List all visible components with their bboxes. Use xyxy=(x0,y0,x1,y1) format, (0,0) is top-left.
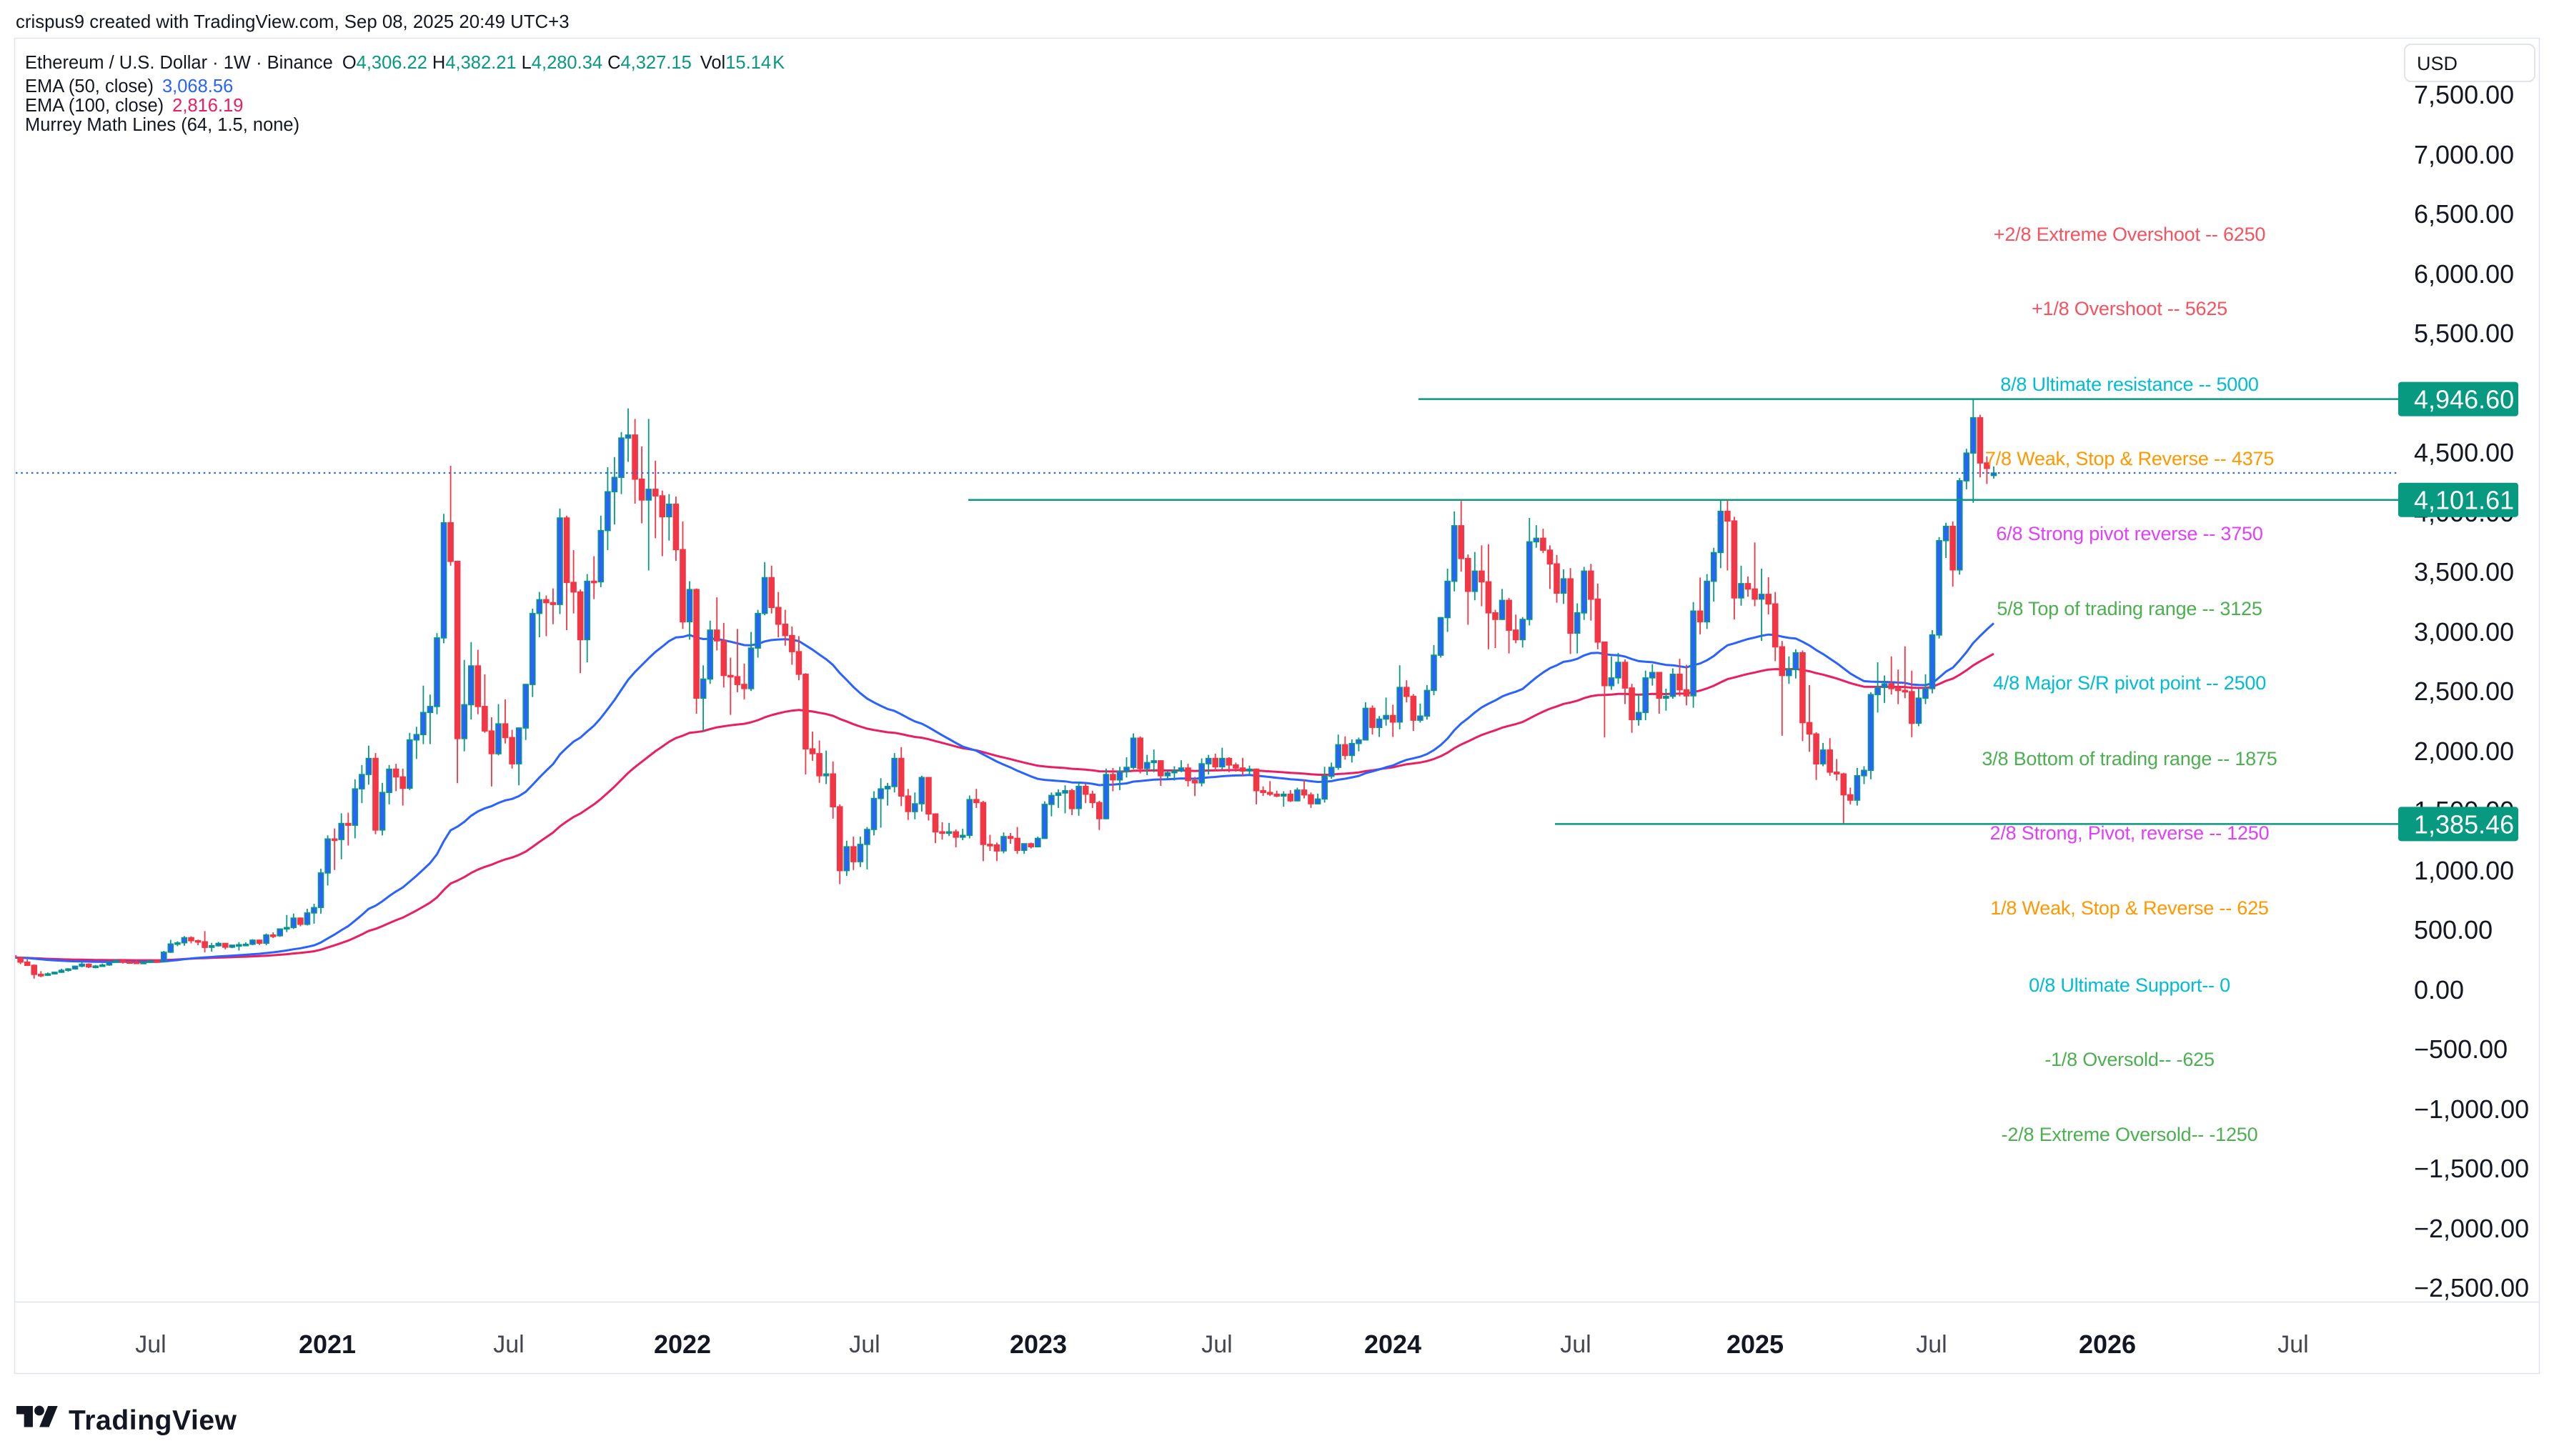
svg-text:4,500.00: 4,500.00 xyxy=(2414,438,2514,467)
svg-text:2021: 2021 xyxy=(299,1330,356,1359)
svg-text:0/8 Ultimate Support-- 0: 0/8 Ultimate Support-- 0 xyxy=(2029,974,2230,996)
svg-text:7,000.00: 7,000.00 xyxy=(2414,140,2514,169)
svg-text:Murrey Math Lines (64, 1.5, no: Murrey Math Lines (64, 1.5, none) xyxy=(25,115,299,135)
svg-text:1/8 Weak, Stop & Reverse -- 6: 1/8 Weak, Stop & Reverse -- 625 xyxy=(1990,897,2269,919)
svg-text:2024: 2024 xyxy=(1364,1330,1421,1359)
svg-text:EMA (100, close)2,816.19: EMA (100, close) 2,816.19 xyxy=(25,96,243,116)
svg-text:TradingView: TradingView xyxy=(69,1405,237,1436)
svg-text:5,500.00: 5,500.00 xyxy=(2414,319,2514,348)
svg-text:Jul: Jul xyxy=(1560,1331,1591,1358)
svg-text:Jul: Jul xyxy=(1916,1331,1947,1358)
svg-text:4,946.60: 4,946.60 xyxy=(2414,385,2514,414)
svg-text:Ethereum / U.S. Dollar · 1W ·: Ethereum / U.S. Dollar · 1W · Binance O4,… xyxy=(25,53,785,73)
svg-text:−1,000.00: −1,000.00 xyxy=(2414,1095,2529,1124)
svg-text:Jul: Jul xyxy=(2277,1331,2308,1358)
svg-text:2023: 2023 xyxy=(1010,1330,1067,1359)
svg-text:7/8 Weak, Stop & Reverse -- 4: 7/8 Weak, Stop & Reverse -- 4375 xyxy=(1985,448,2274,469)
svg-text:3,500.00: 3,500.00 xyxy=(2414,557,2514,587)
svg-text:6/8 Strong pivot reverse -- 3: 6/8 Strong pivot reverse -- 3750 xyxy=(1996,523,2262,544)
svg-text:2022: 2022 xyxy=(654,1330,711,1359)
svg-text:2,500.00: 2,500.00 xyxy=(2414,677,2514,706)
svg-text:1,000.00: 1,000.00 xyxy=(2414,856,2514,885)
svg-text:−2,500.00: −2,500.00 xyxy=(2414,1273,2529,1302)
svg-text:Jul: Jul xyxy=(849,1331,880,1358)
svg-text:2025: 2025 xyxy=(1726,1330,1784,1359)
svg-text:crispus9 created with TradingV: crispus9 created with TradingView.com, S… xyxy=(16,12,570,32)
svg-text:-2/8 Extreme Oversold-- -1250: -2/8 Extreme Oversold-- -1250 xyxy=(2002,1124,2258,1145)
svg-text:2026: 2026 xyxy=(2079,1330,2136,1359)
svg-text:2,000.00: 2,000.00 xyxy=(2414,737,2514,766)
svg-text:1,385.46: 1,385.46 xyxy=(2414,809,2514,839)
svg-text:6,000.00: 6,000.00 xyxy=(2414,259,2514,289)
svg-text:2/8 Strong, Pivot, reverse --: 2/8 Strong, Pivot, reverse -- 1250 xyxy=(1990,822,2270,844)
svg-text:6,500.00: 6,500.00 xyxy=(2414,199,2514,229)
svg-text:−1,500.00: −1,500.00 xyxy=(2414,1154,2529,1183)
svg-text:3/8 Bottom of trading range --: 3/8 Bottom of trading range -- 1875 xyxy=(1982,748,2277,769)
svg-text:USD: USD xyxy=(2417,53,2458,74)
svg-text:8/8 Ultimate resistance -- 50: 8/8 Ultimate resistance -- 5000 xyxy=(2000,374,2258,395)
svg-text:EMA (50, close)3,068.56: EMA (50, close) 3,068.56 xyxy=(25,76,233,96)
svg-text:Jul: Jul xyxy=(1201,1331,1232,1358)
svg-text:5/8 Top of trading range -- 3: 5/8 Top of trading range -- 3125 xyxy=(1997,598,2262,619)
svg-text:+2/8 Extreme Overshoot -- 625: +2/8 Extreme Overshoot -- 6250 xyxy=(1994,224,2265,245)
svg-text:Jul: Jul xyxy=(135,1331,166,1358)
svg-text:3,000.00: 3,000.00 xyxy=(2414,617,2514,647)
svg-text:+1/8 Overshoot -- 5625: +1/8 Overshoot -- 5625 xyxy=(2032,298,2227,319)
svg-text:4,101.61: 4,101.61 xyxy=(2414,486,2514,515)
svg-text:4/8 Major S/R pivot point --: 4/8 Major S/R pivot point -- 2500 xyxy=(1993,672,2266,694)
svg-text:7,500.00: 7,500.00 xyxy=(2414,80,2514,109)
svg-text:0.00: 0.00 xyxy=(2414,975,2464,1004)
svg-text:500.00: 500.00 xyxy=(2414,915,2493,944)
svg-text:−2,000.00: −2,000.00 xyxy=(2414,1214,2529,1243)
svg-text:Jul: Jul xyxy=(493,1331,524,1358)
svg-text:−500.00: −500.00 xyxy=(2414,1034,2508,1064)
svg-text:-1/8 Oversold-- -625: -1/8 Oversold-- -625 xyxy=(2044,1049,2215,1070)
